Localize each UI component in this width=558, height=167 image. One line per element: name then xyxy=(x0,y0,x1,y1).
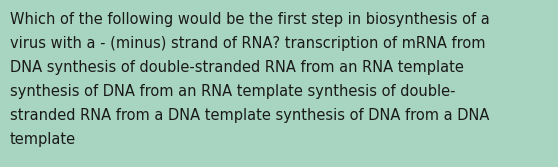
Text: Which of the following would be the first step in biosynthesis of a: Which of the following would be the firs… xyxy=(10,12,490,27)
Text: virus with a - (minus) strand of RNA? transcription of mRNA from: virus with a - (minus) strand of RNA? tr… xyxy=(10,36,485,51)
Text: DNA synthesis of double-stranded RNA from an RNA template: DNA synthesis of double-stranded RNA fro… xyxy=(10,60,464,75)
Text: stranded RNA from a DNA template synthesis of DNA from a DNA: stranded RNA from a DNA template synthes… xyxy=(10,108,489,123)
Text: synthesis of DNA from an RNA template synthesis of double-: synthesis of DNA from an RNA template sy… xyxy=(10,84,455,99)
Text: template: template xyxy=(10,132,76,147)
